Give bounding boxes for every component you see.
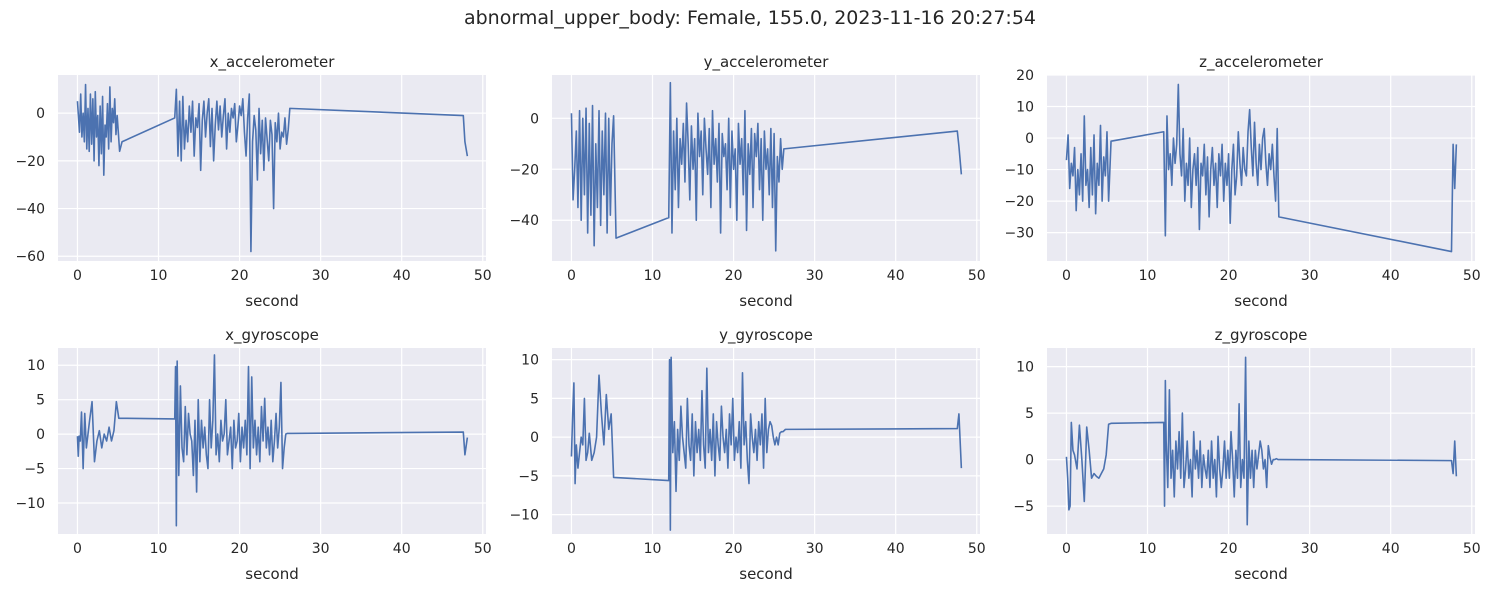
series-line <box>570 81 963 252</box>
x-tick-label: 20 <box>725 541 743 557</box>
x-tick-label: 30 <box>1301 268 1319 284</box>
y-tick-label: 0 <box>1025 453 1034 469</box>
x-axis-label: second <box>739 292 793 310</box>
y-tick-label: −5 <box>518 469 539 485</box>
x-axis-label: second <box>1234 565 1288 583</box>
series-line <box>1065 356 1458 526</box>
x-tick-label: 10 <box>1139 268 1157 284</box>
x-tick-label: 20 <box>725 268 743 284</box>
subplot-title: y_gyroscope <box>719 326 813 345</box>
x-tick-label: 50 <box>1463 541 1481 557</box>
x-tick-label: 20 <box>231 541 249 557</box>
x-tick-label: 40 <box>393 268 411 284</box>
y-tick-label: 10 <box>521 353 539 369</box>
figure-title: abnormal_upper_body: Female, 155.0, 2023… <box>463 7 1037 29</box>
x-tick-label: 10 <box>644 268 662 284</box>
x-tick-label: 10 <box>150 541 168 557</box>
y-tick-label: 0 <box>36 106 45 122</box>
y-tick-label: 0 <box>530 430 539 446</box>
series-line <box>76 354 469 527</box>
series-line <box>1065 83 1458 253</box>
x-axis-label: second <box>739 565 793 583</box>
x-tick-label: 30 <box>1301 541 1319 557</box>
subplot-x_accelerometer: 0 10 20 30 40 50 0 −20 −40 −60 x_accelerometerseco… <box>15 53 491 310</box>
x-axis-label: second <box>245 565 299 583</box>
y-tick-label: −40 <box>509 213 539 229</box>
subplot-title: x_accelerometer <box>210 53 336 72</box>
x-tick-label: 40 <box>393 541 411 557</box>
x-tick-label: 50 <box>474 268 492 284</box>
y-tick-label: 20 <box>1016 68 1034 84</box>
x-tick-label: 40 <box>887 268 905 284</box>
x-axis-label: second <box>245 292 299 310</box>
x-tick-label: 30 <box>806 541 824 557</box>
series-line <box>570 356 963 531</box>
x-tick-label: 20 <box>1220 268 1238 284</box>
y-tick-label: −20 <box>1004 194 1034 210</box>
x-tick-label: 50 <box>1463 268 1481 284</box>
subplot-title: z_accelerometer <box>1199 53 1324 72</box>
x-tick-label: 30 <box>312 541 330 557</box>
y-tick-label: −60 <box>15 249 45 265</box>
x-tick-label: 10 <box>1139 541 1157 557</box>
x-tick-label: 10 <box>150 268 168 284</box>
x-tick-label: 30 <box>312 268 330 284</box>
subplot-z_accelerometer: 0 10 20 30 40 50 20 10 0 −10 −20 −30 z_accelerometer… <box>1004 53 1480 310</box>
subplot-title: x_gyroscope <box>225 326 319 345</box>
y-tick-label: 10 <box>1016 100 1034 116</box>
y-tick-label: 10 <box>27 358 45 374</box>
y-tick-label: 0 <box>36 427 45 443</box>
x-tick-label: 40 <box>887 541 905 557</box>
subplot-title: z_gyroscope <box>1215 326 1308 345</box>
y-tick-label: −40 <box>15 202 45 218</box>
y-tick-label: 10 <box>1016 360 1034 376</box>
y-tick-label: 5 <box>530 391 539 407</box>
x-tick-label: 0 <box>567 541 576 557</box>
x-tick-label: 50 <box>968 541 986 557</box>
subplot-title: y_accelerometer <box>704 53 830 72</box>
y-tick-label: 0 <box>1025 131 1034 147</box>
y-tick-label: −10 <box>15 496 45 512</box>
x-tick-label: 40 <box>1382 541 1400 557</box>
x-tick-label: 0 <box>1062 541 1071 557</box>
y-tick-label: −10 <box>509 508 539 524</box>
y-tick-label: 0 <box>530 111 539 127</box>
x-tick-label: 0 <box>1062 268 1071 284</box>
x-tick-label: 0 <box>567 268 576 284</box>
x-tick-label: 20 <box>231 268 249 284</box>
y-tick-label: 5 <box>1025 406 1034 422</box>
x-tick-label: 0 <box>73 268 82 284</box>
y-tick-label: 5 <box>36 393 45 409</box>
x-tick-label: 50 <box>968 268 986 284</box>
x-tick-label: 40 <box>1382 268 1400 284</box>
x-tick-label: 0 <box>73 541 82 557</box>
x-tick-label: 10 <box>644 541 662 557</box>
y-tick-label: −30 <box>1004 226 1034 242</box>
y-tick-label: −20 <box>15 154 45 170</box>
x-tick-label: 20 <box>1220 541 1238 557</box>
y-tick-label: −10 <box>1004 163 1034 179</box>
y-tick-label: −20 <box>509 162 539 178</box>
y-tick-label: −5 <box>1013 499 1034 515</box>
y-tick-label: −5 <box>24 462 45 478</box>
x-tick-label: 30 <box>806 268 824 284</box>
x-axis-label: second <box>1234 292 1288 310</box>
x-tick-label: 50 <box>474 541 492 557</box>
series-line <box>76 83 469 253</box>
